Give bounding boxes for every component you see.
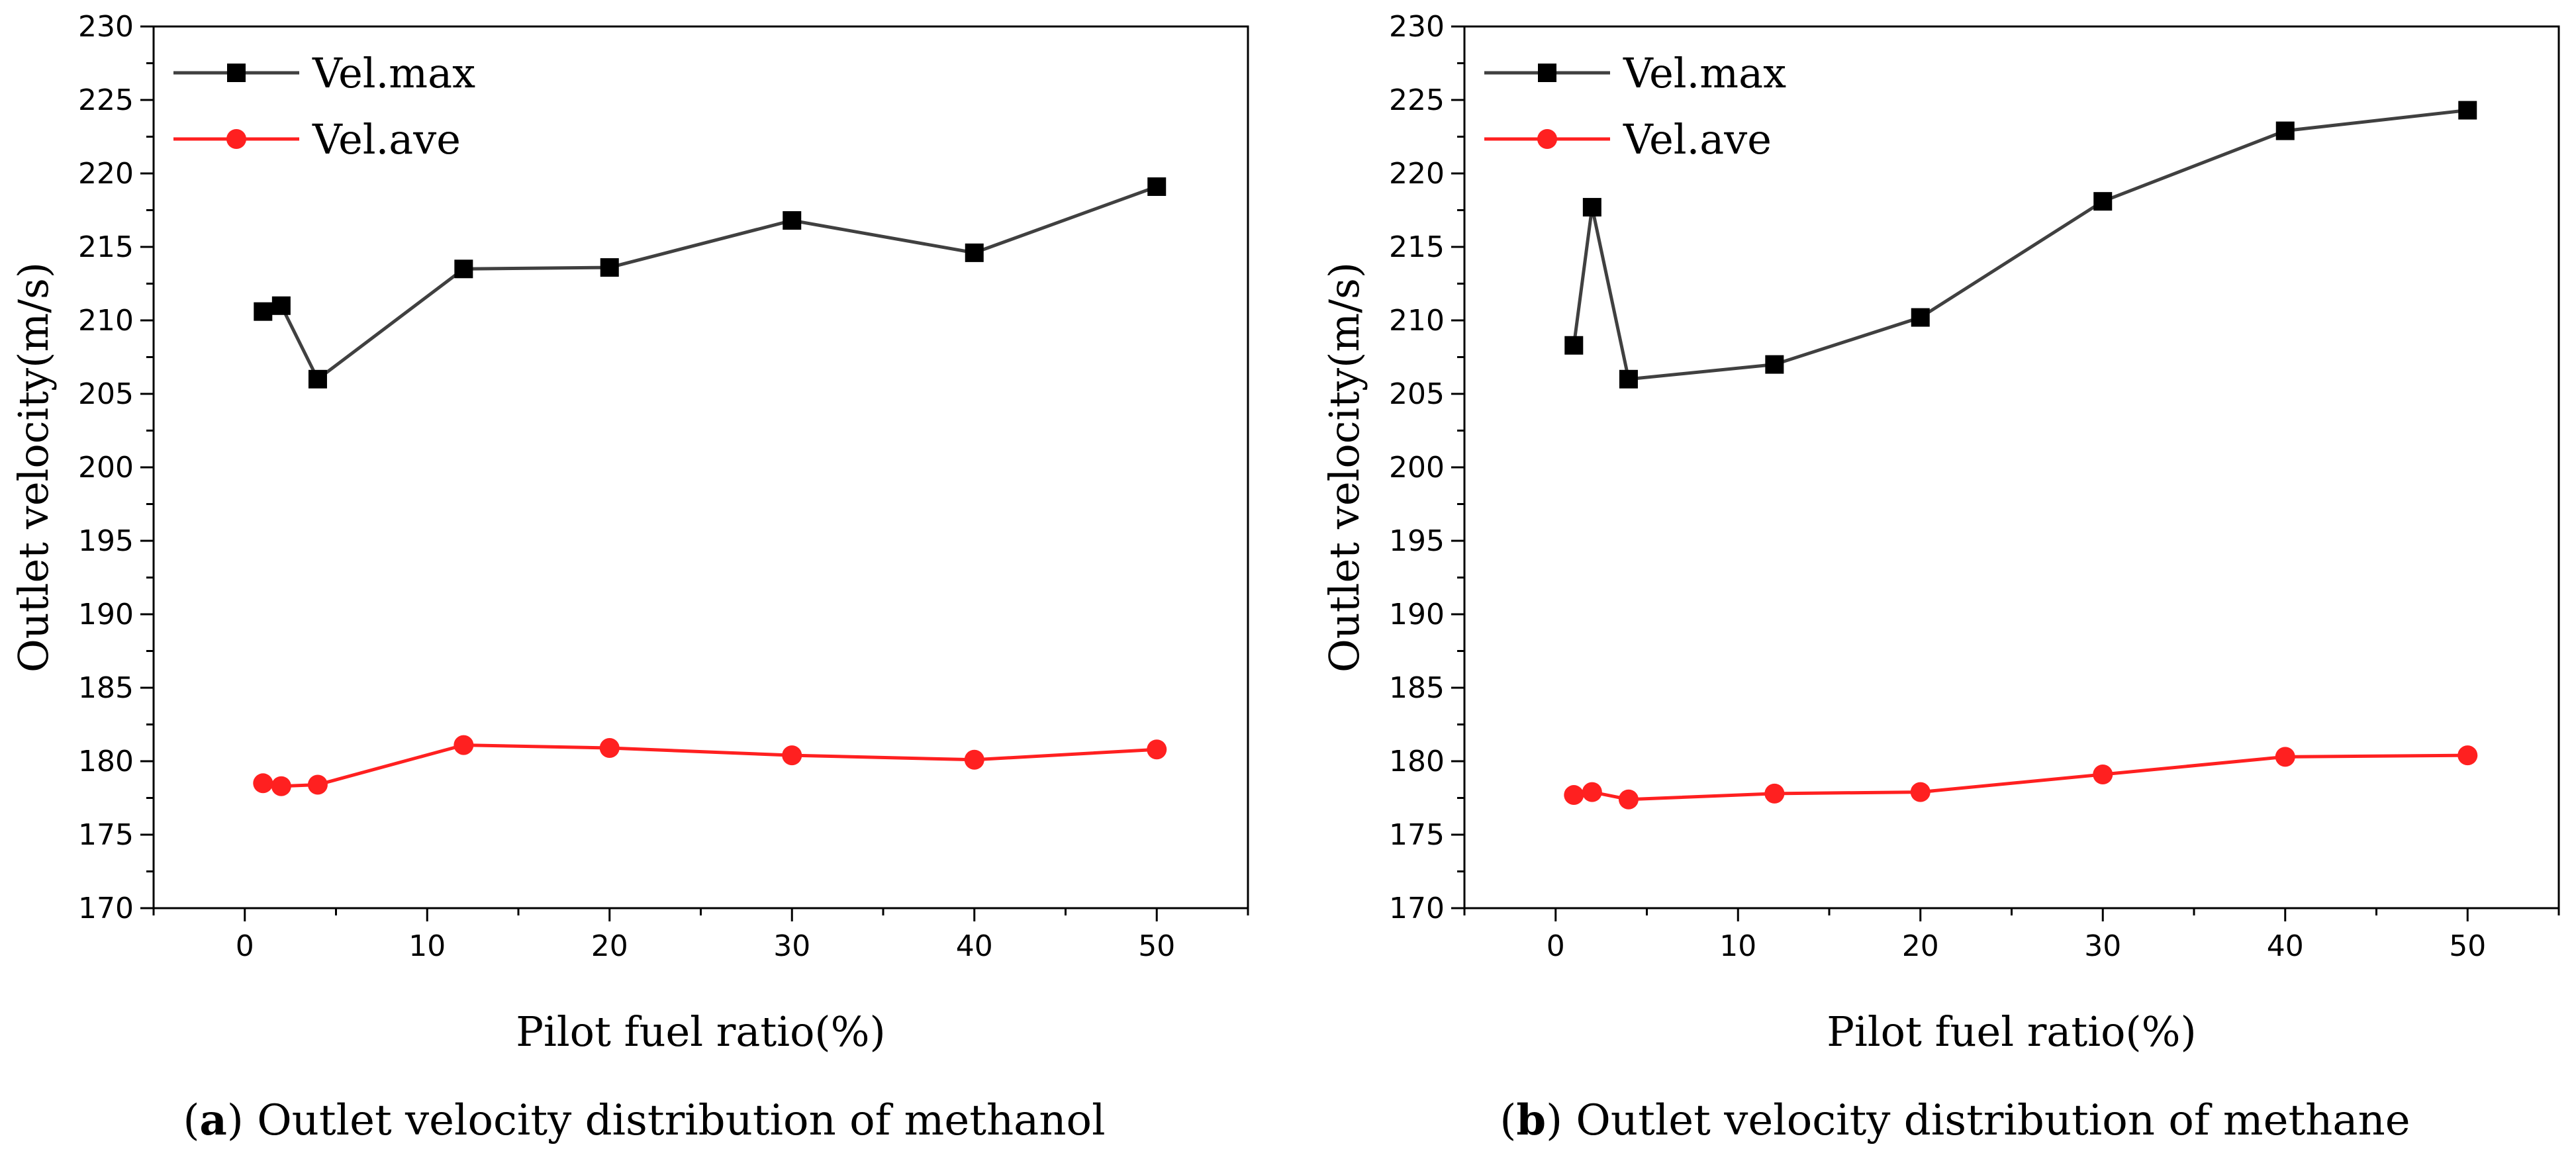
y-tick-label-b-190: 190 [1389, 598, 1445, 631]
legend-label-a-Vel.max: Vel.max [312, 49, 475, 97]
y-tick-label-a-210: 210 [78, 304, 134, 338]
x-tick-label-a-50: 50 [1138, 929, 1175, 963]
chart-b-svg: 0 10 20 30 40 50 170 175 180 185 190 195 200 205 210 21… [1320, 10, 2560, 1056]
y-tick-label-b-180: 180 [1389, 745, 1445, 778]
data-point-a-Vel.max-50 [1147, 177, 1167, 196]
legend-marker-a-Vel.max [227, 64, 246, 82]
y-tick-label-b-205: 205 [1389, 377, 1445, 411]
data-point-a-Vel.max-1 [254, 302, 273, 321]
caption-a-letter: a [199, 1095, 227, 1145]
data-point-b-Vel.ave-30 [2093, 764, 2113, 784]
data-point-a-Vel.ave-2 [271, 776, 291, 796]
y-axis-label-a: Outlet velocity(m/s) [9, 262, 58, 673]
y-tick-label-b-210: 210 [1389, 304, 1445, 338]
data-point-a-Vel.max-4 [308, 369, 327, 389]
y-tick-label-a-220: 220 [78, 157, 134, 191]
data-point-a-Vel.max-40 [965, 243, 984, 262]
data-point-b-Vel.max-50 [2458, 101, 2477, 120]
x-tick-label-b-10: 10 [1719, 929, 1756, 963]
x-tick-label-a-20: 20 [591, 929, 628, 963]
y-tick-label-a-175: 175 [78, 818, 134, 852]
data-point-a-Vel.max-20 [600, 258, 619, 277]
y-axis-label-b: Outlet velocity(m/s) [1320, 262, 1368, 673]
data-point-b-Vel.ave-1 [1564, 785, 1584, 806]
legend-marker-a-Vel.ave [226, 129, 246, 149]
data-point-b-Vel.max-1 [1564, 336, 1584, 355]
y-tick-label-b-185: 185 [1389, 671, 1445, 705]
data-point-b-Vel.max-20 [1911, 308, 1930, 327]
x-axis-label-a: Pilot fuel ratio(%) [516, 1007, 885, 1056]
data-point-b-Vel.max-2 [1582, 198, 1601, 217]
y-tick-label-b-215: 215 [1389, 230, 1445, 264]
data-point-b-Vel.ave-12 [1764, 783, 1785, 804]
x-tick-label-a-0: 0 [236, 929, 254, 963]
data-point-b-Vel.ave-40 [2275, 747, 2295, 767]
series-line-a-Vel.max [262, 185, 1158, 382]
legend-label-a-Vel.ave: Vel.ave [312, 115, 461, 163]
legend-label-b-Vel.max: Vel.max [1623, 49, 1786, 97]
y-tick-label-a-230: 230 [78, 10, 134, 44]
x-axis-label-b: Pilot fuel ratio(%) [1827, 1007, 2196, 1056]
legend-marker-b-Vel.max [1538, 64, 1556, 82]
data-point-b-Vel.max-40 [2275, 121, 2295, 140]
series-line-b-Vel.max [1572, 109, 2468, 381]
data-point-a-Vel.max-30 [783, 211, 802, 230]
y-tick-label-b-225: 225 [1389, 83, 1445, 117]
x-tick-label-a-40: 40 [956, 929, 993, 963]
chart-panel-a: 0 10 20 30 40 50 170 175 180 185 190 195 200 205 210 21… [9, 10, 1249, 1145]
data-point-b-Vel.ave-4 [1618, 789, 1639, 810]
x-tick-label-b-40: 40 [2267, 929, 2304, 963]
series-line-b-Vel.ave [1573, 753, 2468, 802]
y-tick-label-a-185: 185 [78, 671, 134, 705]
data-point-b-Vel.max-30 [2093, 192, 2113, 211]
caption-b-letter: b [1516, 1095, 1547, 1145]
y-tick-label-a-225: 225 [78, 83, 134, 117]
x-tick-label-b-0: 0 [1547, 929, 1565, 963]
data-point-a-Vel.ave-20 [599, 738, 620, 759]
legend-label-b-Vel.ave: Vel.ave [1623, 115, 1772, 163]
caption-a-text: ) Outlet velocity distribution of methan… [226, 1096, 1106, 1145]
y-tick-label-b-170: 170 [1389, 892, 1445, 925]
data-point-a-Vel.ave-40 [964, 749, 984, 770]
data-point-b-Vel.ave-2 [1582, 782, 1602, 802]
legend-marker-b-Vel.ave [1537, 129, 1557, 149]
data-point-b-Vel.max-12 [1765, 355, 1784, 374]
y-tick-label-b-220: 220 [1389, 157, 1445, 191]
y-tick-label-a-190: 190 [78, 598, 134, 631]
y-tick-label-a-170: 170 [78, 892, 134, 925]
series-line-a-Vel.ave [262, 743, 1157, 788]
y-tick-label-b-175: 175 [1389, 818, 1445, 852]
data-point-a-Vel.ave-4 [307, 774, 328, 795]
data-point-b-Vel.max-4 [1619, 369, 1638, 389]
y-tick-label-b-195: 195 [1389, 524, 1445, 558]
x-tick-label-a-30: 30 [773, 929, 810, 963]
caption-b: (b) Outlet velocity distribution of meth… [1500, 1095, 2410, 1145]
y-tick-label-a-200: 200 [78, 451, 134, 485]
x-tick-label-b-20: 20 [1902, 929, 1939, 963]
y-tick-label-a-215: 215 [78, 230, 134, 264]
y-tick-label-b-230: 230 [1389, 10, 1445, 44]
caption-a: (a) Outlet velocity distribution of meth… [183, 1095, 1106, 1145]
chart-panel-b: 0 10 20 30 40 50 170 175 180 185 190 195 200 205 210 21… [1311, 0, 2576, 1163]
data-point-a-Vel.max-12 [454, 259, 473, 279]
chart-a-svg: 0 10 20 30 40 50 170 175 180 185 190 195 200 205 210 21… [9, 10, 1249, 1056]
y-tick-label-a-195: 195 [78, 524, 134, 558]
x-tick-label-a-10: 10 [408, 929, 446, 963]
y-tick-label-b-200: 200 [1389, 451, 1445, 485]
caption-b-text: ) Outlet velocity distribution of methan… [1546, 1096, 2410, 1145]
data-point-b-Vel.ave-20 [1910, 782, 1931, 802]
data-point-a-Vel.max-2 [271, 296, 291, 315]
y-tick-label-a-205: 205 [78, 377, 134, 411]
data-point-a-Vel.ave-30 [782, 745, 802, 766]
y-tick-label-a-180: 180 [78, 745, 134, 778]
data-point-a-Vel.ave-50 [1147, 739, 1167, 760]
x-tick-label-b-50: 50 [2449, 929, 2486, 963]
x-tick-label-b-30: 30 [2084, 929, 2121, 963]
data-point-a-Vel.ave-1 [253, 773, 273, 794]
data-point-b-Vel.ave-50 [2457, 745, 2478, 766]
data-point-a-Vel.ave-12 [453, 735, 474, 755]
